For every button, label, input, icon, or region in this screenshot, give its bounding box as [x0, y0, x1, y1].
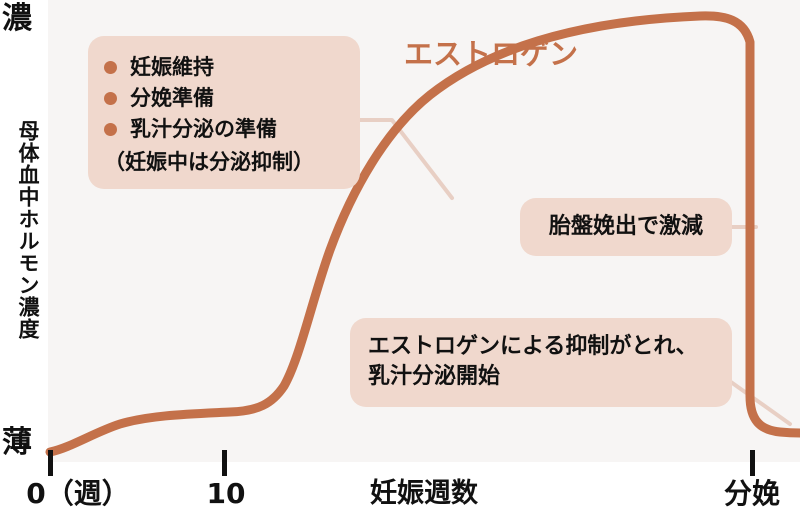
- bullet-dot-icon: [104, 122, 117, 136]
- callout-lactation-start: エストロゲンによる抑制がとれ、 乳汁分泌開始: [350, 318, 732, 408]
- bullet-dot-icon: [104, 60, 117, 74]
- y-axis-low-label: 薄: [2, 425, 32, 460]
- legend-item-label: 乳汁分泌の準備: [130, 117, 277, 142]
- x-tick-label-0: 0（週）: [26, 477, 130, 510]
- x-axis-title: 妊娠週数: [370, 478, 478, 509]
- estrogen-roles-legend: 妊娠維持 分娩準備 乳汁分泌の準備 （妊娠中は分泌抑制）: [88, 36, 360, 189]
- series-title-estrogen: エストロゲン: [404, 37, 579, 71]
- legend-item-pregnancy-maintenance: 妊娠維持: [104, 55, 344, 79]
- legend-item-lactation-preparation: 乳汁分泌の準備: [104, 117, 344, 141]
- x-tick-mark-10: [222, 450, 227, 476]
- legend-item-label: 分娩準備: [130, 86, 214, 111]
- legend-item-labor-preparation: 分娩準備: [104, 86, 344, 110]
- callout-placenta-drop-text: 胎盤娩出で激減: [548, 214, 703, 239]
- legend-item-label: 妊娠維持: [130, 55, 214, 79]
- y-axis-title: 母体血中ホルモン濃度: [16, 120, 40, 340]
- estrogen-curve: [45, 11, 800, 457]
- x-tick-label-delivery: 分娩: [723, 477, 781, 510]
- bullet-dot-icon: [104, 91, 117, 105]
- x-tick-label-10: 10: [206, 477, 246, 510]
- callout-placenta-drop: 胎盤娩出で激減: [520, 198, 732, 256]
- x-tick-mark-0: [48, 450, 53, 476]
- legend-leader-line: [358, 118, 454, 200]
- x-tick-mark-delivery: [750, 450, 755, 476]
- callout-lactation-line1: エストロゲンによる抑制がとれ、: [368, 334, 698, 359]
- y-axis-high-label: 濃: [2, 1, 32, 36]
- callout-lactation-line2: 乳汁分泌開始: [368, 363, 501, 389]
- legend-note: （妊娠中は分泌抑制）: [104, 150, 314, 175]
